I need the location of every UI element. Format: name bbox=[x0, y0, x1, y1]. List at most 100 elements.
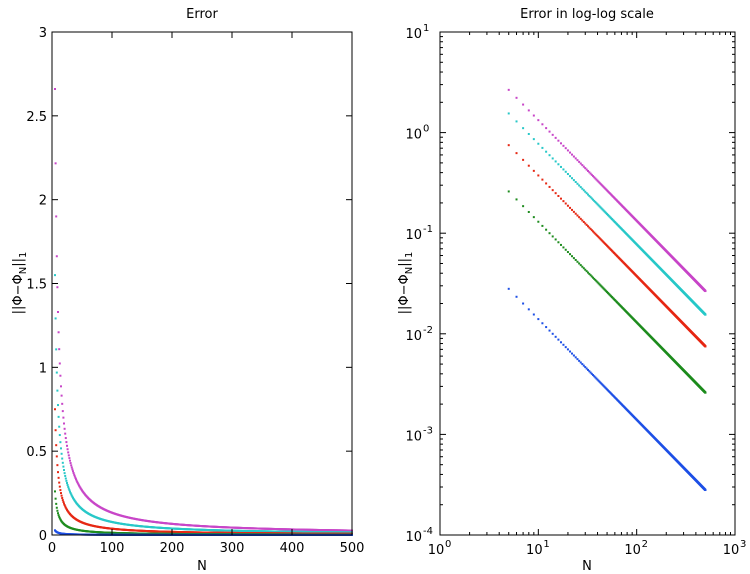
right-series-1-point bbox=[590, 197, 593, 200]
right-series-0-point bbox=[584, 167, 587, 170]
left-series-2-point bbox=[56, 464, 59, 467]
right-series-2-point bbox=[593, 231, 596, 234]
right-series-2-point bbox=[579, 217, 582, 220]
left-series-1-point bbox=[58, 434, 61, 437]
right-chart-title: Error in log-log scale bbox=[520, 7, 654, 22]
right-series-1-point bbox=[541, 146, 544, 149]
left-series-2-point bbox=[58, 485, 61, 488]
left-series-1-point bbox=[60, 452, 63, 455]
left-series-0-point bbox=[67, 451, 70, 454]
right-series-1-point bbox=[559, 165, 562, 168]
left-data-points bbox=[54, 88, 353, 536]
right-series-4-point bbox=[522, 302, 525, 305]
right-series-1-point bbox=[578, 184, 581, 187]
right-series-4-point bbox=[569, 350, 572, 353]
left-series-2-point bbox=[54, 429, 57, 432]
left-series-0-point bbox=[71, 468, 74, 471]
left-series-1-point bbox=[66, 484, 69, 487]
right-series-1-point bbox=[576, 182, 579, 185]
right-series-1-point bbox=[527, 132, 530, 135]
left-series-2-point bbox=[60, 494, 63, 497]
right-series-1-point bbox=[594, 201, 597, 204]
right-series-2-point bbox=[572, 210, 575, 213]
left-series-0-point bbox=[70, 464, 73, 467]
left-x-tick-label: 100 bbox=[100, 541, 125, 556]
right-series-0-point bbox=[562, 144, 565, 147]
right-series-4-point bbox=[595, 377, 598, 380]
right-series-1-point bbox=[507, 112, 510, 115]
right-series-0-point bbox=[541, 123, 544, 126]
right-series-0-point bbox=[571, 153, 573, 156]
left-ylabel-sub-1: 1 bbox=[18, 252, 29, 258]
left-ylabel-main: ||Φ−Φ bbox=[11, 274, 26, 314]
left-x-tick-label: 200 bbox=[160, 541, 185, 556]
right-series-1-point bbox=[582, 189, 585, 192]
left-series-1-point bbox=[64, 474, 67, 477]
left-series-0-point bbox=[55, 215, 58, 218]
left-series-1-point bbox=[71, 495, 74, 498]
right-series-1-point bbox=[548, 154, 551, 157]
left-y-tick-label: 0.5 bbox=[26, 445, 47, 460]
right-series-3-point bbox=[507, 190, 510, 193]
left-series-3-point bbox=[54, 497, 57, 500]
right-series-3-point bbox=[515, 198, 518, 201]
right-series-0-point bbox=[585, 168, 588, 171]
right-series-4-point bbox=[588, 370, 591, 373]
right-series-3-point bbox=[592, 276, 595, 279]
left-series-0-point bbox=[78, 484, 80, 487]
right-series-3-point bbox=[590, 275, 593, 278]
right-series-0-point bbox=[595, 178, 598, 181]
left-series-0-point bbox=[63, 427, 66, 430]
right-series-4-point bbox=[593, 375, 596, 378]
right-series-3-point bbox=[593, 277, 596, 280]
right-series-4-point bbox=[551, 332, 554, 335]
right-series-0-point bbox=[537, 119, 540, 122]
right-series-2-point bbox=[551, 189, 554, 192]
right-series-3-point bbox=[584, 268, 587, 271]
right-series-0-point bbox=[589, 172, 592, 175]
right-series-4-point bbox=[589, 371, 592, 374]
right-series-1-point bbox=[554, 160, 557, 163]
right-series-1-point bbox=[584, 190, 587, 193]
right-series-0-point bbox=[557, 139, 560, 142]
left-series-0-point bbox=[63, 422, 65, 425]
left-series-3-point bbox=[55, 502, 58, 505]
left-chart-title: Error bbox=[186, 7, 218, 22]
right-series-1-point bbox=[572, 179, 575, 182]
left-series-1-point bbox=[69, 490, 71, 493]
right-series-4-point bbox=[587, 368, 590, 371]
right-series-2-point bbox=[598, 237, 601, 240]
right-series-3-point bbox=[537, 220, 540, 223]
right-series-1-point bbox=[599, 206, 602, 209]
right-series-4-point bbox=[572, 354, 575, 357]
left-series-0-point bbox=[64, 437, 67, 440]
right-series-2-point bbox=[515, 152, 518, 155]
right-series-4-point bbox=[574, 356, 577, 359]
right-series-2-point bbox=[581, 219, 584, 222]
right-series-4-point bbox=[571, 352, 573, 355]
right-series-2-point bbox=[704, 345, 707, 348]
right-series-2-point bbox=[596, 235, 599, 238]
right-series-2-point bbox=[564, 202, 567, 205]
right-series-2-point bbox=[527, 164, 530, 167]
left-series-1-point bbox=[61, 457, 64, 460]
right-series-2-point bbox=[587, 225, 590, 228]
left-series-0-point bbox=[69, 459, 71, 462]
left-series-0-point bbox=[70, 466, 73, 469]
right-series-3-point bbox=[557, 241, 560, 244]
right-series-3-point bbox=[582, 267, 585, 270]
left-series-1-point bbox=[68, 489, 71, 492]
right-series-3-point bbox=[532, 216, 535, 219]
right-series-1-point bbox=[579, 186, 582, 189]
right-series-2-point bbox=[569, 206, 572, 209]
right-series-3-point bbox=[589, 274, 592, 277]
right-series-2-point bbox=[595, 233, 598, 236]
left-series-3-point bbox=[56, 509, 59, 512]
left-series-2-point bbox=[61, 499, 64, 502]
right-series-0-point bbox=[594, 177, 597, 180]
left-series-3-point bbox=[58, 515, 61, 518]
right-series-2-point bbox=[576, 214, 579, 217]
